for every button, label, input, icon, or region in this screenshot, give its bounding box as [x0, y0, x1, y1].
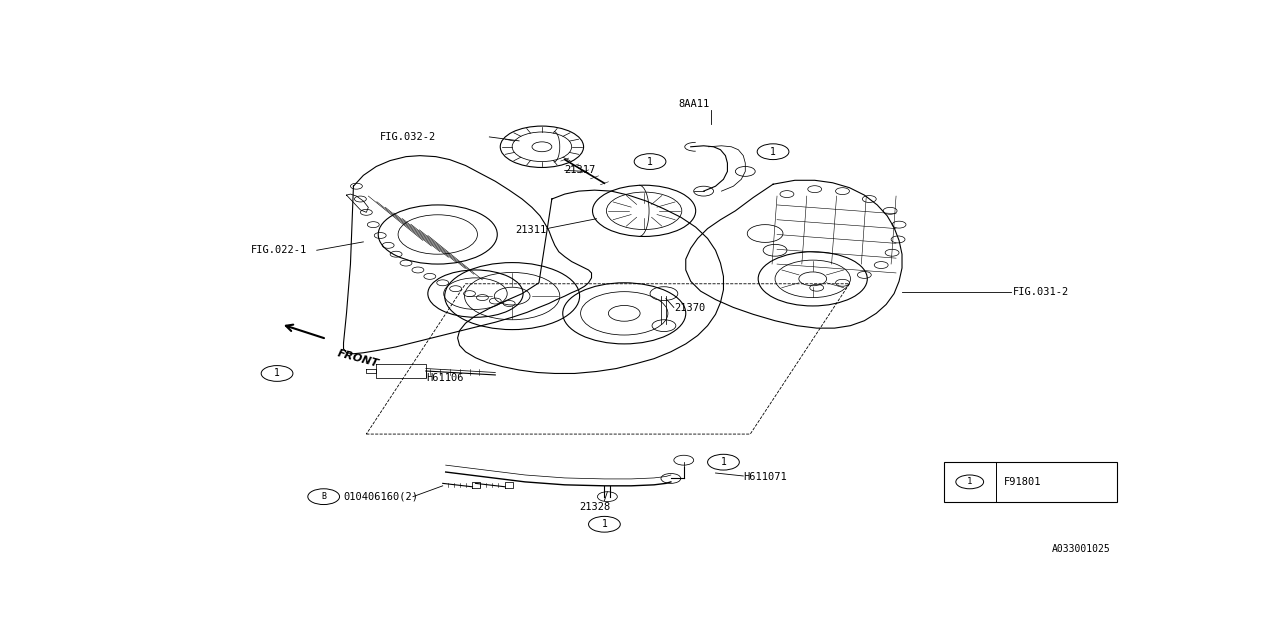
- Text: 8AA11: 8AA11: [678, 99, 709, 109]
- Text: 1: 1: [602, 519, 607, 529]
- Text: FIG.032-2: FIG.032-2: [380, 132, 435, 142]
- Text: 1: 1: [648, 157, 653, 166]
- Bar: [943, 462, 1117, 502]
- Text: FIG.031-2: FIG.031-2: [1014, 287, 1069, 297]
- Text: H611071: H611071: [744, 472, 787, 482]
- Text: 21311: 21311: [516, 225, 547, 235]
- Text: 1: 1: [721, 457, 726, 467]
- Text: 1: 1: [274, 369, 280, 378]
- Text: A033001025: A033001025: [1052, 544, 1110, 554]
- Text: FRONT: FRONT: [337, 348, 380, 369]
- Text: 1: 1: [771, 147, 776, 157]
- Text: FIG.022-1: FIG.022-1: [251, 245, 307, 255]
- Text: 010406160(2): 010406160(2): [343, 492, 419, 502]
- Text: 21317: 21317: [564, 165, 596, 175]
- Text: 21370: 21370: [673, 303, 705, 314]
- Text: H61106: H61106: [426, 373, 463, 383]
- Text: F91801: F91801: [1004, 477, 1041, 487]
- Text: 1: 1: [966, 477, 973, 486]
- Text: 21328: 21328: [579, 502, 611, 511]
- Text: B: B: [321, 492, 326, 501]
